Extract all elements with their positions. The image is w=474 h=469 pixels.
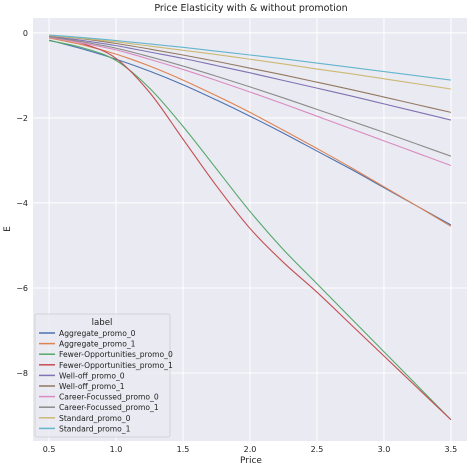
legend-entry: Aggregate_promo_0 xyxy=(59,329,136,338)
grid xyxy=(33,18,467,441)
legend-entry: Well-off_promo_1 xyxy=(59,382,125,391)
legend: label Aggregate_promo_0 Aggregate_promo_1… xyxy=(34,313,173,438)
x-tick-label: 1.5 xyxy=(177,445,190,454)
y-tick-label: −6 xyxy=(16,284,28,293)
series-line-career-focussed_promo_0 xyxy=(48,36,452,167)
y-tick-label: −8 xyxy=(16,369,28,378)
legend-entry: Fewer-Opportunities_promo_1 xyxy=(59,361,173,370)
legend-entry: Career-Focussed_promo_0 xyxy=(59,393,159,402)
legend-box xyxy=(34,313,171,438)
y-tick-label: −4 xyxy=(16,199,28,208)
x-axis-label: Price xyxy=(240,456,262,466)
x-tick-label: 1.0 xyxy=(110,445,123,454)
legend-title: label xyxy=(92,318,113,328)
series-line-standard_promo_0 xyxy=(49,34,452,90)
legend-entry: Fewer-Opportunities_promo_0 xyxy=(59,350,173,359)
x-tick-label: 3.5 xyxy=(445,445,458,454)
y-axis-ticks: 0 −2 −4 −6 −8 xyxy=(16,29,28,378)
series-line-fewer-opportunities_promo_1 xyxy=(48,35,452,421)
legend-entry: Aggregate_promo_1 xyxy=(59,340,136,349)
x-tick-label: 0.5 xyxy=(43,445,56,454)
series-line-career-focussed_promo_1 xyxy=(48,36,452,157)
series-line-well-off_promo_0 xyxy=(49,35,452,121)
legend-entry: Career-Focussed_promo_1 xyxy=(59,403,159,412)
legend-entry: Standard_promo_1 xyxy=(59,424,131,433)
y-tick-label: 0 xyxy=(23,29,28,38)
series-lines xyxy=(48,34,452,421)
x-tick-label: 3.0 xyxy=(378,445,391,454)
legend-entry: Standard_promo_0 xyxy=(59,414,131,423)
legend-entry: Well-off_promo_0 xyxy=(59,371,125,380)
series-line-aggregate_promo_1 xyxy=(48,37,452,227)
series-line-aggregate_promo_0 xyxy=(48,39,452,226)
y-axis-label: E xyxy=(3,226,13,232)
x-tick-label: 2.0 xyxy=(244,445,257,454)
x-axis-ticks: 0.5 1.0 1.5 2.0 2.5 3.0 3.5 xyxy=(43,445,458,454)
x-tick-label: 2.5 xyxy=(311,445,324,454)
series-line-fewer-opportunities_promo_0 xyxy=(48,39,452,421)
series-line-standard_promo_1 xyxy=(49,34,451,81)
chart-title: Price Elasticity with & without promotio… xyxy=(154,3,347,14)
series-line-well-off_promo_1 xyxy=(49,34,452,113)
y-tick-label: −2 xyxy=(16,114,28,123)
